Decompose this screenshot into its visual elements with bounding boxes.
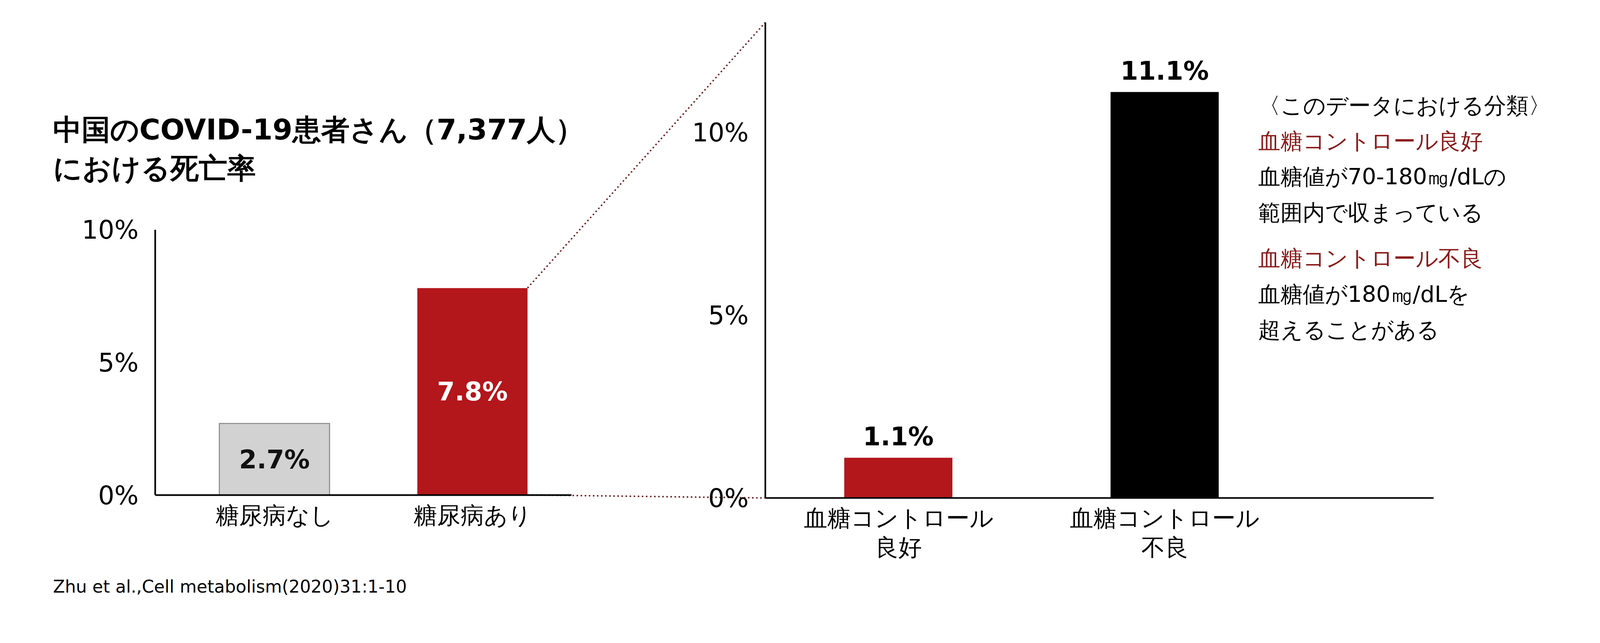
html-text:血糖コントロール不良: 血糖コントロール不良	[1258, 245, 1483, 272]
svg-text:0%: 0%	[708, 483, 749, 513]
svg-text:血糖コントロール不良: 血糖コントロール不良	[1069, 504, 1260, 561]
html-text:血糖コントロール良好: 血糖コントロール良好	[1258, 128, 1483, 155]
svg-text:1.1%: 1.1%	[862, 421, 934, 452]
html-text:Zhu et al.,Cell metabolism(202: Zhu et al.,Cell metabolism(2020)31:1-10	[53, 576, 407, 597]
html-text:超えることがある: 超えることがある	[1258, 316, 1440, 344]
svg-text:11.1%: 11.1%	[1120, 55, 1209, 86]
svg-text:血糖コントロール良好: 血糖コントロール良好	[803, 504, 994, 561]
html-text:血糖値が180㎎/dLを: 血糖値が180㎎/dLを	[1258, 281, 1470, 308]
html-text:血糖値が70-180㎎/dLの: 血糖値が70-180㎎/dLの	[1258, 163, 1507, 191]
svg-text:7.8%: 7.8%	[437, 376, 508, 407]
svg-text:0%: 0%	[98, 480, 139, 510]
svg-text:10%: 10%	[81, 214, 139, 245]
svg-text:5%: 5%	[98, 347, 139, 378]
html-text:における死亡率: における死亡率	[53, 151, 256, 185]
svg-text:10%: 10%	[691, 117, 749, 148]
html-text:中国のCOVID-19患者さん（7,377人）: 中国のCOVID-19患者さん（7,377人）	[53, 112, 584, 147]
html-text:範囲内で収まっている: 範囲内で収まっている	[1258, 199, 1484, 226]
svg-text:2.7%: 2.7%	[239, 444, 310, 474]
svg-text:5%: 5%	[708, 300, 749, 331]
svg-text:糖尿病なし: 糖尿病なし	[215, 501, 334, 529]
svg-text:糖尿病あり: 糖尿病あり	[413, 501, 532, 529]
html-text:〈このデータにおける分類〉: 〈このデータにおける分類〉	[1258, 92, 1551, 119]
